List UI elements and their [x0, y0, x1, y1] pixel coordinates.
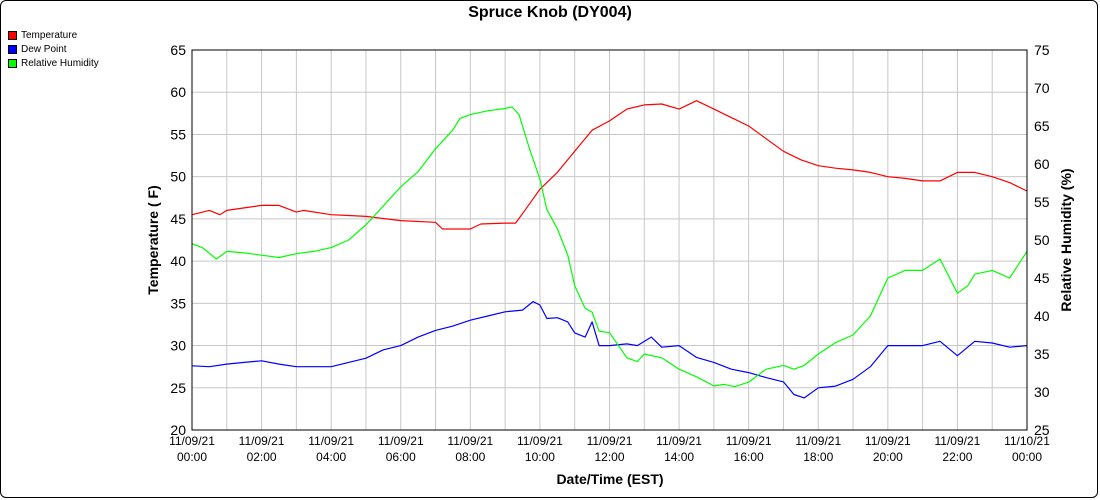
x-tick-date: 11/10/21 [1004, 434, 1050, 448]
left-axis-ticks: 65 60 55 50 45 40 35 30 25 20 [170, 42, 186, 438]
x-tick-time: 06:00 [386, 450, 416, 464]
x-tick-time: 02:00 [247, 450, 277, 464]
y2-tick-label: 25 [1034, 422, 1050, 438]
y-tick-label: 50 [170, 169, 186, 185]
x-tick-date: 11/09/21 [169, 434, 215, 448]
legend: Temperature Dew Point Relative Humidity [8, 28, 99, 70]
x-tick-time: 04:00 [316, 450, 346, 464]
y-tick-label: 30 [170, 338, 186, 354]
x-axis-ticks: 11/09/21 00:00 11/09/21 02:00 11/09/21 04:00 1… [169, 434, 1050, 464]
y2-tick-label: 60 [1034, 156, 1050, 172]
right-axis-ticks: 75 70 65 60 55 50 45 40 35 30 25 [1034, 42, 1050, 438]
x-tick-time: 16:00 [734, 450, 764, 464]
dew-point-line [191, 301, 1028, 399]
x-tick-time: 20:00 [873, 450, 903, 464]
x-tick-time: 00:00 [1012, 450, 1042, 464]
y2-tick-label: 55 [1034, 194, 1050, 210]
x-tick-date: 11/09/21 [726, 434, 772, 448]
x-tick-time: 22:00 [942, 450, 972, 464]
x-tick-date: 11/09/21 [935, 434, 981, 448]
legend-item-temperature: Temperature [8, 28, 99, 42]
y2-tick-label: 70 [1034, 80, 1050, 96]
temperature-line [191, 100, 1028, 230]
y-tick-label: 45 [170, 211, 186, 227]
y2-axis-label: Relative Humidity (%) [1058, 168, 1074, 311]
y-tick-label: 20 [170, 422, 186, 438]
y-tick-label: 55 [170, 126, 186, 142]
legend-label-temperature: Temperature [21, 29, 78, 41]
x-tick-date: 11/09/21 [378, 434, 424, 448]
y2-tick-label: 50 [1034, 232, 1050, 248]
y-axis-label: Temperature ( F) [145, 185, 161, 294]
relative-humidity-line [191, 106, 1028, 388]
y-tick-label: 65 [170, 42, 186, 58]
y-tick-label: 25 [170, 380, 186, 396]
legend-label-dew-point: Dew Point [21, 43, 67, 55]
y-tick-label: 40 [170, 253, 186, 269]
series-lines [191, 100, 1028, 399]
x-tick-date: 11/09/21 [447, 434, 493, 448]
y2-tick-label: 45 [1034, 270, 1050, 286]
y2-tick-label: 35 [1034, 346, 1050, 362]
x-tick-date: 11/09/21 [795, 434, 841, 448]
x-tick-time: 18:00 [803, 450, 833, 464]
y-tick-label: 60 [170, 84, 186, 100]
y2-tick-label: 30 [1034, 384, 1050, 400]
y-tick-label: 35 [170, 295, 186, 311]
chart-title: Spruce Knob (DY004) [468, 4, 632, 21]
x-tick-time: 00:00 [177, 450, 207, 464]
legend-swatch-dew-point [8, 44, 17, 54]
x-tick-date: 11/09/21 [865, 434, 911, 448]
x-tick-date: 11/09/21 [308, 434, 354, 448]
grid-lines [191, 49, 1028, 431]
y2-tick-label: 75 [1034, 42, 1050, 58]
x-tick-time: 12:00 [594, 450, 624, 464]
plot-area [191, 49, 1028, 431]
y2-tick-label: 40 [1034, 308, 1050, 324]
x-tick-time: 10:00 [525, 450, 555, 464]
x-tick-date: 11/09/21 [587, 434, 633, 448]
x-tick-date: 11/09/21 [517, 434, 563, 448]
x-tick-date: 11/09/21 [656, 434, 702, 448]
legend-item-relative-humidity: Relative Humidity [8, 56, 99, 70]
x-tick-time: 14:00 [664, 450, 694, 464]
legend-swatch-relative-humidity [8, 58, 17, 68]
legend-label-relative-humidity: Relative Humidity [21, 57, 99, 69]
x-tick-time: 08:00 [455, 450, 485, 464]
legend-item-dew-point: Dew Point [8, 42, 99, 56]
legend-swatch-temperature [8, 30, 17, 40]
y2-tick-label: 65 [1034, 118, 1050, 134]
x-axis-label: Date/Time (EST) [556, 471, 663, 487]
x-tick-date: 11/09/21 [239, 434, 285, 448]
